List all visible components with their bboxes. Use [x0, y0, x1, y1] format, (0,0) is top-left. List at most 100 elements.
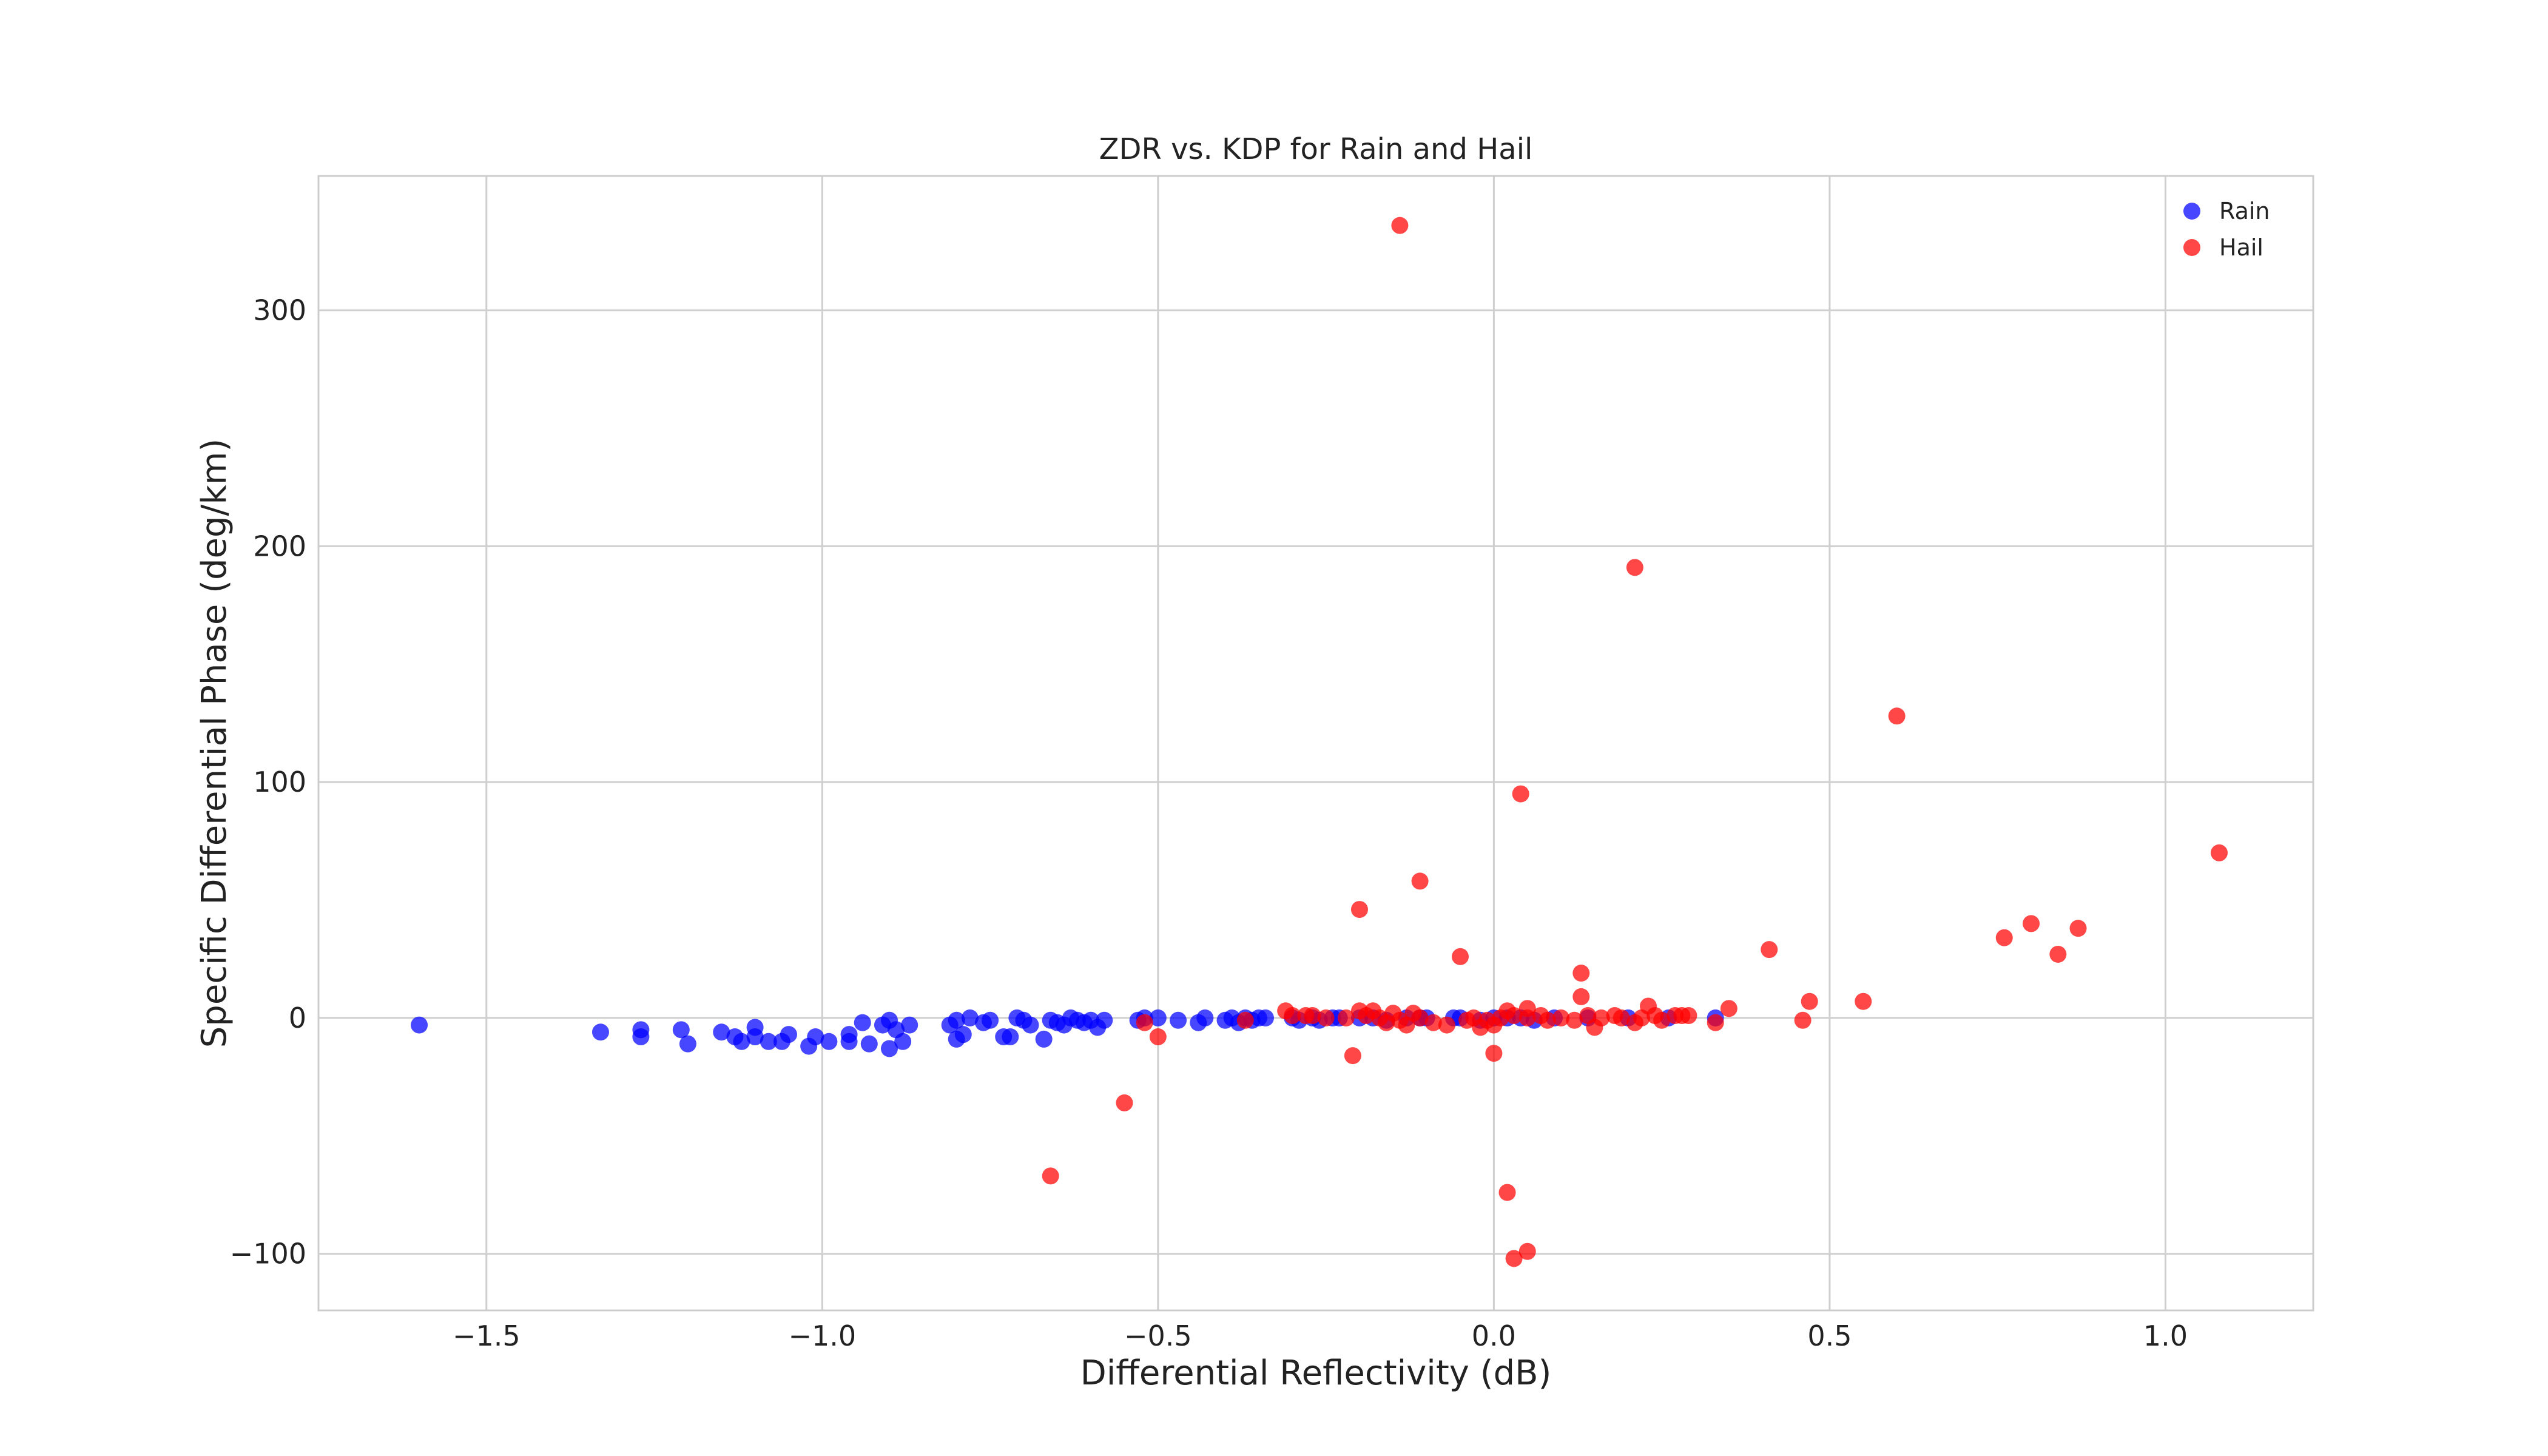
rain-point: [1196, 1009, 1214, 1026]
rain-point: [679, 1035, 696, 1053]
hail-point: [1592, 1009, 1610, 1026]
tick-labels: −1.5 −1.0 −0.5 0.0 0.5 1.0 −100 0 100 200 300: [230, 294, 2188, 1352]
hail-point: [1358, 1007, 1375, 1025]
plot-frame: [317, 175, 2314, 1312]
rain-point: [982, 1011, 999, 1029]
hail-point: [1344, 1047, 1361, 1065]
hail-point: [1995, 929, 2013, 946]
hail-point: [1888, 707, 1906, 725]
rain-point: [854, 1014, 871, 1031]
rain-point: [1170, 1011, 1187, 1029]
rain-point: [1022, 1016, 1039, 1034]
rain-point: [1096, 1011, 1113, 1029]
rain-point: [954, 1026, 972, 1043]
hail-point: [1633, 1009, 1650, 1026]
hail-point: [1761, 941, 1778, 959]
rain-point: [840, 1026, 858, 1043]
rain-point: [961, 1009, 979, 1026]
hail-point: [1398, 1016, 1415, 1034]
rain-point: [733, 1033, 750, 1050]
hail-point: [1572, 965, 1590, 982]
rain-point: [1149, 1009, 1167, 1026]
hail-point: [1498, 1184, 1516, 1201]
hail-point: [1438, 1016, 1455, 1034]
hail-point: [1855, 993, 1872, 1010]
hail-point: [1350, 901, 1368, 918]
hail-point: [1149, 1028, 1167, 1046]
data-points: [411, 217, 2228, 1267]
hail-point: [2023, 915, 2040, 932]
hail-point: [1707, 1014, 1724, 1031]
x-tick-label: 0.0: [1472, 1320, 1516, 1352]
hail-point: [1492, 1009, 1509, 1026]
series-hail: [1042, 217, 2228, 1267]
hail-point: [1505, 1007, 1523, 1025]
rain-point: [1002, 1028, 1019, 1046]
hail-point: [1411, 872, 1429, 890]
rain-point: [894, 1033, 912, 1050]
x-tick-label: 1.0: [2143, 1320, 2188, 1352]
hail-point: [1512, 785, 1529, 803]
y-tick-label: 200: [253, 530, 306, 562]
rain-point: [1035, 1030, 1053, 1048]
hail-point: [1304, 1007, 1321, 1025]
y-tick-label: 100: [253, 766, 306, 798]
hail-point: [1136, 1014, 1153, 1031]
hail-point: [1794, 1011, 1812, 1029]
hail-point: [1485, 1045, 1503, 1062]
legend-label-rain: Rain: [2219, 198, 2270, 224]
x-tick-label: 0.5: [1807, 1320, 1852, 1352]
hail-point: [1566, 1011, 1583, 1029]
chart-title: ZDR vs. KDP for Rain and Hail: [1099, 132, 1533, 166]
rain-point: [860, 1035, 878, 1053]
grid: [318, 176, 2313, 1310]
hail-point: [2069, 920, 2087, 937]
hail-point: [1452, 948, 1469, 965]
y-tick-label: −100: [230, 1238, 306, 1270]
hail-point: [1472, 1019, 1489, 1036]
hail-point: [1042, 1167, 1059, 1185]
legend-label-hail: Hail: [2219, 234, 2263, 261]
hail-point: [1391, 217, 1409, 234]
x-axis-label: Differential Reflectivity (dB): [1080, 1353, 1552, 1393]
hail-point: [1653, 1011, 1671, 1029]
rain-point: [807, 1028, 824, 1046]
hail-point: [1317, 1009, 1335, 1026]
hail-point: [2049, 945, 2067, 963]
rain-point: [760, 1033, 777, 1050]
hail-point: [1505, 1250, 1523, 1267]
hail-point: [1572, 988, 1590, 1005]
rain-point: [1256, 1009, 1274, 1026]
hail-point: [1424, 1014, 1442, 1031]
rain-point: [948, 1011, 965, 1029]
hail-point: [1613, 1009, 1630, 1026]
rain-point: [632, 1028, 650, 1046]
hail-point: [1411, 1009, 1429, 1026]
rain-point: [672, 1021, 690, 1039]
hail-point: [1801, 993, 1818, 1010]
rain-point: [411, 1016, 428, 1034]
rain-point: [881, 1040, 898, 1057]
y-axis-label: Specific Differential Phase (deg/km): [195, 439, 234, 1048]
hail-point: [1337, 1009, 1355, 1026]
rain-point: [713, 1023, 730, 1041]
hail-point: [1626, 559, 1643, 576]
x-tick-label: −0.5: [1124, 1320, 1192, 1352]
legend: Rain Hail: [2183, 198, 2270, 261]
hail-point: [1680, 1007, 1697, 1025]
rain-point: [746, 1028, 764, 1046]
rain-point: [592, 1023, 609, 1041]
rain-point: [820, 1033, 838, 1050]
legend-marker-rain: [2183, 203, 2200, 220]
hail-point: [1552, 1009, 1570, 1026]
legend-marker-hail: [2183, 239, 2200, 256]
hail-point: [1518, 1242, 1536, 1260]
y-tick-label: 0: [289, 1002, 306, 1034]
hail-point: [2211, 844, 2228, 861]
x-tick-label: −1.0: [788, 1320, 856, 1352]
y-tick-label: 300: [253, 294, 306, 327]
rain-point: [780, 1026, 797, 1043]
rain-point: [901, 1016, 918, 1034]
